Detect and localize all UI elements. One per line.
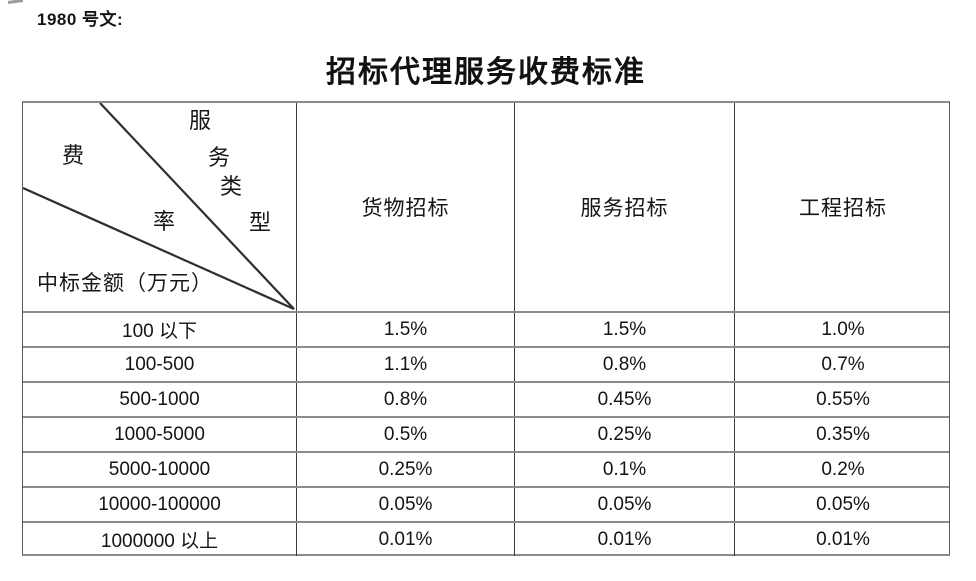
fee-table: 费 率 服 务 类 型 中标金额（万元） 货物招标 服务招标 工程招标 100 … [22,101,950,556]
fee-value: 0.8% [514,348,734,381]
table-row: 10000-100000 0.05% 0.05% 0.05% [23,486,949,521]
fee-value: 0.01% [734,523,951,556]
corner-rate-char-1: 费 [62,143,85,168]
corner-type-char-4: 型 [249,210,272,235]
row-range-label: 100-500 [124,353,195,375]
table-row: 100-500 1.1% 0.8% 0.7% [23,346,949,381]
row-range-label: 1000-5000 [114,423,205,445]
fee-value: 1.0% [734,313,951,346]
column-header-engineering: 工程招标 [734,103,951,311]
table-row: 5000-10000 0.25% 0.1% 0.2% [23,451,949,486]
table-row: 100 以下 1.5% 1.5% 1.0% [23,311,949,346]
fee-value: 0.25% [296,453,514,486]
corner-rate-char-2: 率 [153,209,176,234]
corner-type-char-3: 类 [220,174,243,199]
fee-value: 1.5% [514,313,734,346]
fee-value: 0.01% [514,523,734,556]
diagonal-corner-cell: 费 率 服 务 类 型 中标金额（万元） [23,103,296,311]
column-header-services: 服务招标 [514,103,734,311]
fee-value: 0.05% [514,488,734,521]
fee-value: 0.05% [734,488,951,521]
fee-value: 1.5% [296,313,514,346]
fee-value: 0.1% [514,453,734,486]
row-range-label: 1000000 以上 [100,531,219,552]
row-range-label: 5000-10000 [108,458,211,480]
corner-type-char-2: 务 [208,145,231,170]
row-range-label: 10000-100000 [98,493,221,515]
table-row: 1000-5000 0.5% 0.25% 0.35% [23,416,949,451]
corner-amount-axis-label: 中标金额（万元） [37,271,213,295]
row-range-label: 500-1000 [119,388,200,410]
fee-value: 0.01% [296,523,514,556]
corner-type-char-1: 服 [189,108,212,133]
doc-number: 1980 号文: [37,10,124,29]
scan-artifact [7,0,24,5]
fee-value: 0.8% [296,383,514,416]
fee-value: 0.45% [514,383,734,416]
fee-value: 0.5% [296,418,514,451]
fee-value: 1.1% [296,348,514,381]
fee-value: 0.55% [734,383,951,416]
column-header-goods: 货物招标 [296,103,514,311]
diagonal-lines-icon [23,103,295,311]
fee-value: 0.05% [296,488,514,521]
row-range-label: 100 以下 [122,321,197,342]
table-row: 1000000 以上 0.01% 0.01% 0.01% [23,521,949,556]
fee-value: 0.25% [514,418,734,451]
table-header-row: 费 率 服 务 类 型 中标金额（万元） 货物招标 服务招标 工程招标 [23,103,949,311]
table-row: 500-1000 0.8% 0.45% 0.55% [23,381,949,416]
fee-value: 0.35% [734,418,951,451]
fee-value: 0.2% [734,453,951,486]
page-title: 招标代理服务收费标准 [326,56,646,89]
fee-value: 0.7% [734,348,951,381]
